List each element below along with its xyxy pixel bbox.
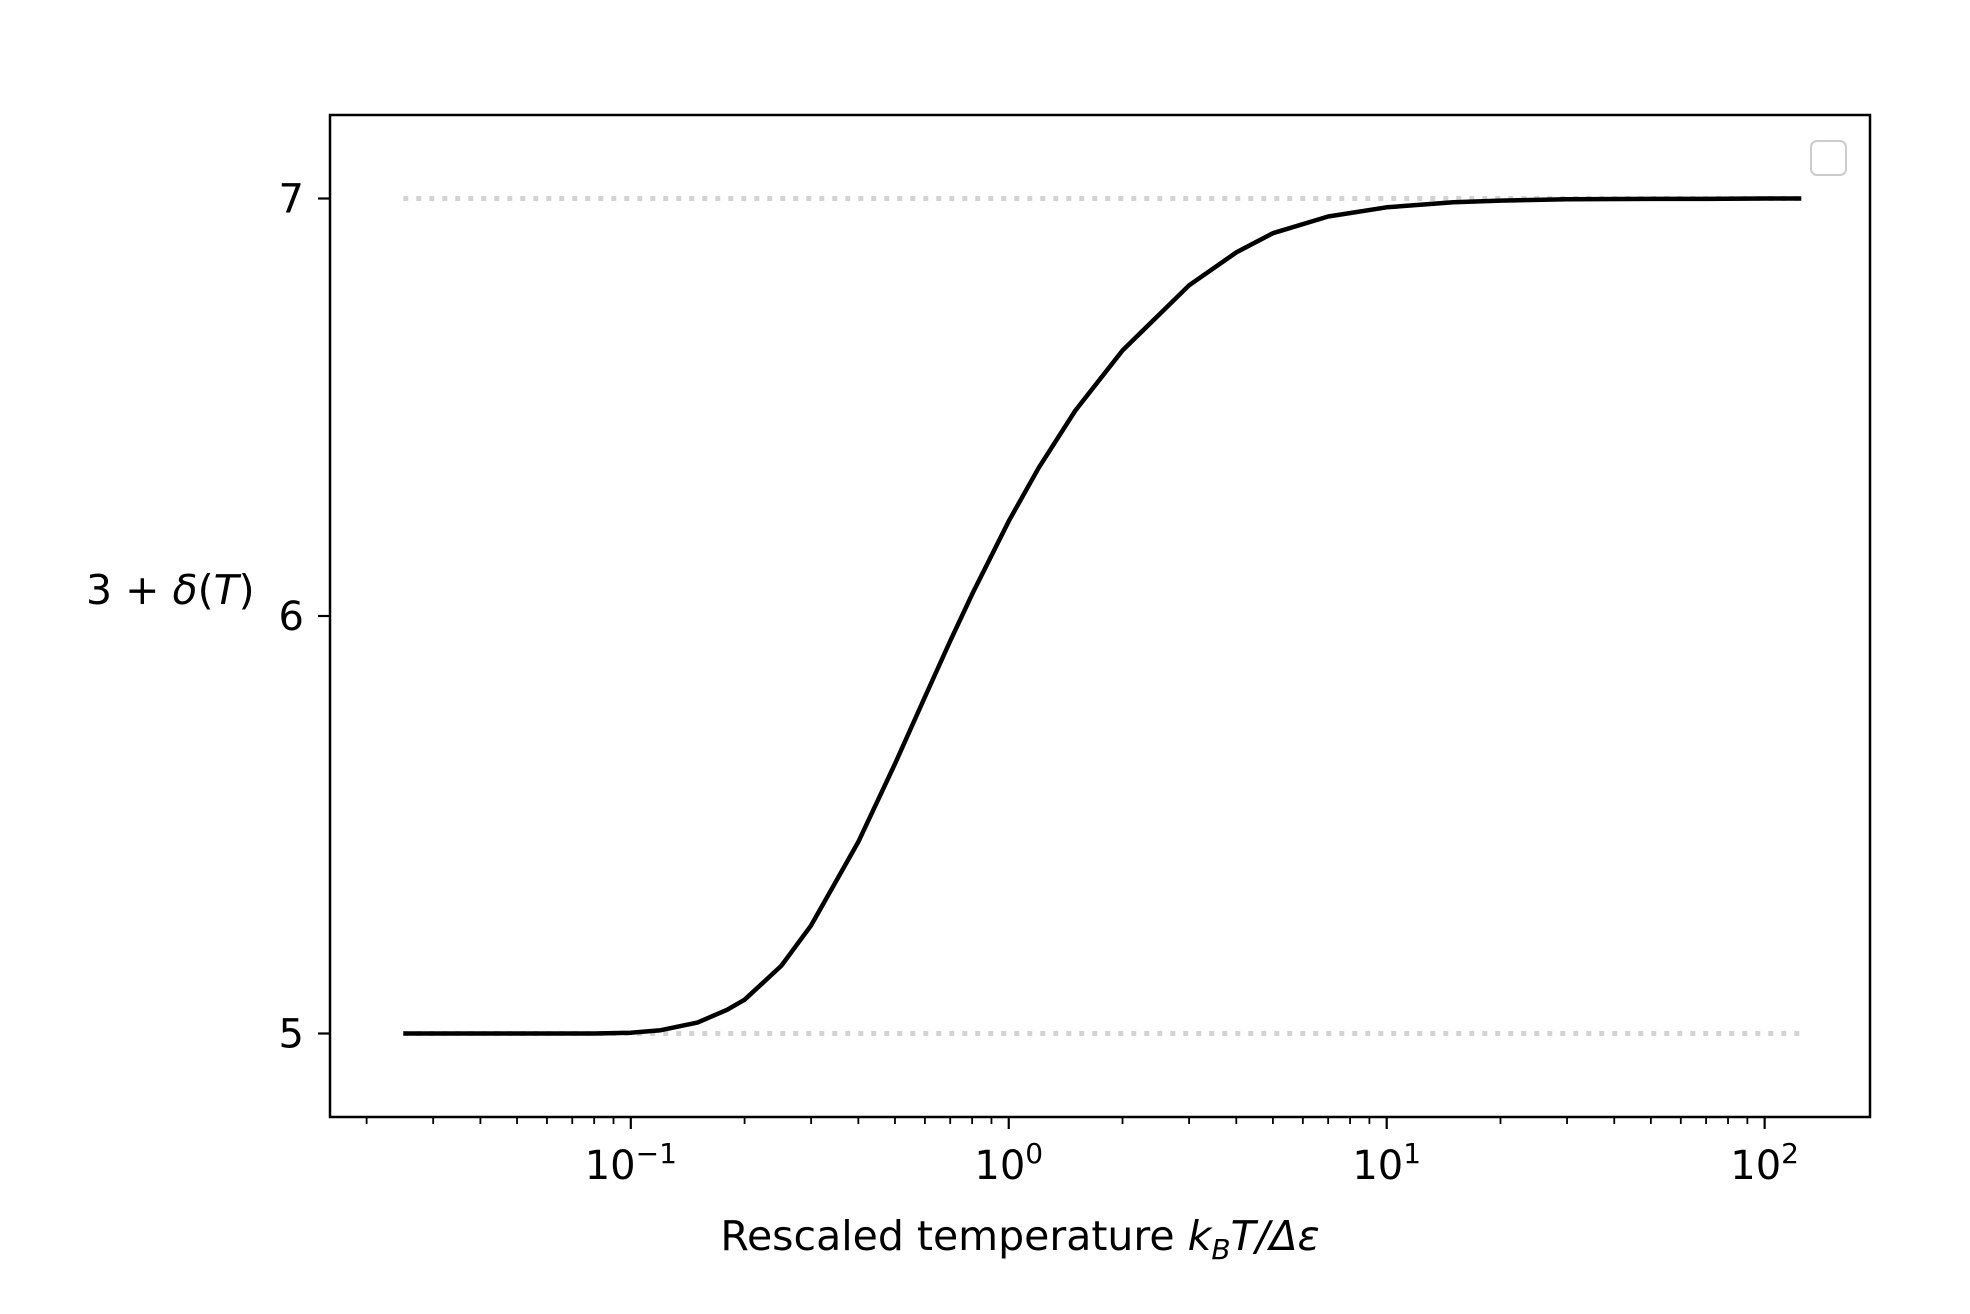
series-layer [403,196,1802,1036]
x-tick-label: 101 [1352,1137,1421,1189]
plot-frame [328,113,1872,1119]
x-axis-ticks: 10−1 100 101 102 [585,1117,1799,1189]
y-tick-label: 6 [279,594,304,640]
reference-lines [403,196,1802,1036]
x-tick-label: 100 [974,1137,1043,1189]
y-tick-label: 7 [279,177,304,223]
y-tick-label: 5 [279,1012,304,1058]
x-tick-label: 102 [1730,1137,1799,1189]
x-axis-label: Rescaled temperature kBT/Δε [720,1212,1319,1266]
x-minor-ticks [365,1117,1749,1124]
legend-box [1810,140,1847,176]
y-axis-ticks: 5 6 7 [279,177,330,1058]
series-line [403,196,1802,1036]
y-axis-label: 3 + δ(T) [86,566,255,614]
x-tick-label: 10−1 [585,1137,677,1189]
